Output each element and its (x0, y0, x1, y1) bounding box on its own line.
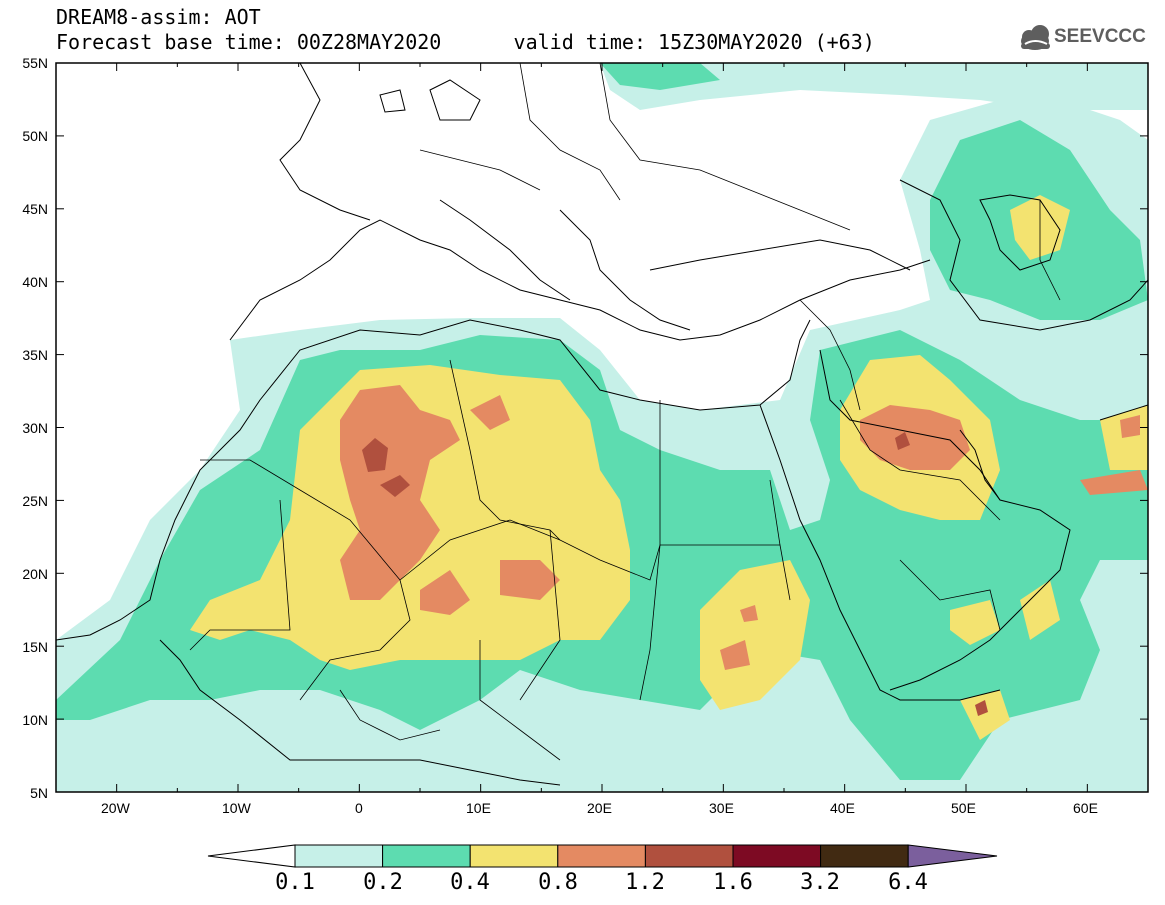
colorbar-label: 0.8 (538, 870, 578, 895)
lon-label: 60E (1073, 800, 1098, 816)
lon-label: 40E (830, 800, 855, 816)
lat-label: 5N (30, 785, 48, 801)
lat-label: 30N (22, 420, 48, 436)
forecast-time-line: Forecast base time: 00Z28MAY2020 valid t… (56, 30, 875, 54)
lon-label: 10E (466, 800, 491, 816)
colorbar-label: 1.6 (713, 870, 753, 895)
lat-label: 50N (22, 128, 48, 144)
map-title: DREAM8-assim: AOT (56, 5, 261, 29)
lon-label: 50E (951, 800, 976, 816)
lon-label: 20E (587, 800, 612, 816)
lon-label: 20W (101, 800, 130, 816)
lon-label: 30E (709, 800, 734, 816)
coastlines (56, 63, 1148, 786)
lat-label: 20N (22, 566, 48, 582)
lon-label: 10W (222, 800, 251, 816)
lat-label: 40N (22, 274, 48, 290)
lat-label: 55N (22, 55, 48, 71)
lon-label: 0 (355, 800, 363, 816)
lat-label: 35N (22, 347, 48, 363)
colorbar-label: 0.2 (363, 870, 403, 895)
colorbar-label: 1.2 (625, 870, 665, 895)
axis-ticks (55, 62, 1149, 793)
colorbar-label: 0.4 (450, 870, 490, 895)
logo-text: SEEVCCC (1054, 26, 1146, 47)
colorbar-label: 3.2 (800, 870, 840, 895)
seevccc-logo (1021, 25, 1050, 50)
aot-band-1.2 (362, 432, 988, 716)
colorbar-label: 6.4 (888, 870, 928, 895)
lat-label: 10N (22, 712, 48, 728)
country-borders (189, 63, 1061, 761)
lat-label: 15N (22, 639, 48, 655)
lat-label: 25N (22, 493, 48, 509)
colorbar-label: 0.1 (275, 870, 315, 895)
lat-label: 45N (22, 201, 48, 217)
